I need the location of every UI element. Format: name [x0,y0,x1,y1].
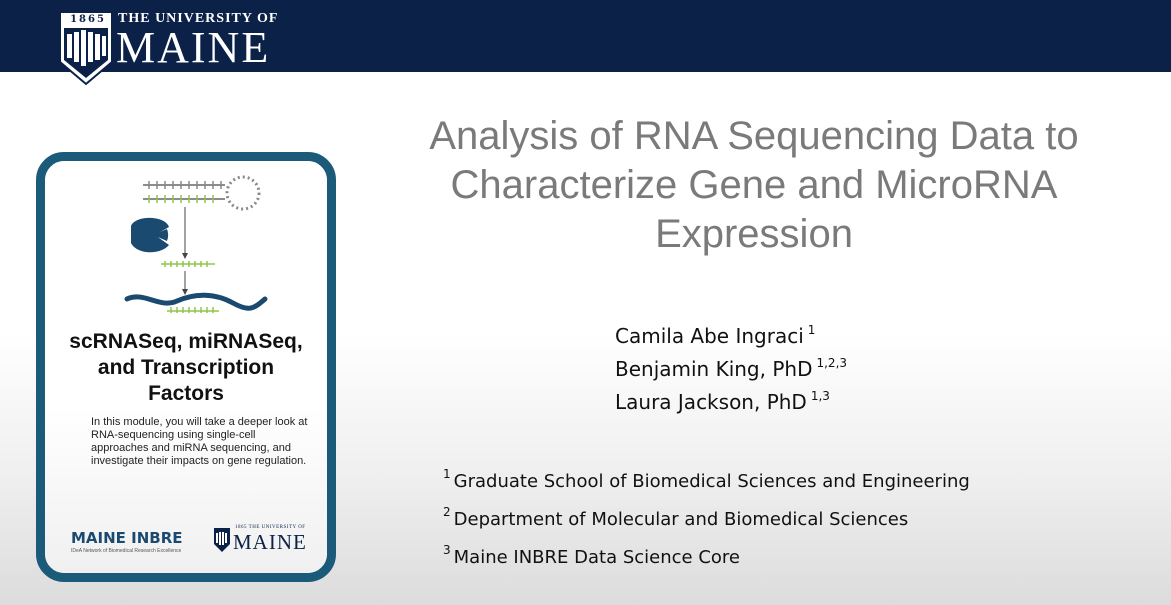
maine-inbre-logo: MAINE INBRE IDeA Network of Biomedical R… [71,529,189,559]
affiliation: 1 Graduate School of Biomedical Sciences … [443,463,970,501]
logo-maine-text: MAINE [116,23,271,72]
module-description-line: approaches and miRNA sequencing, and [91,442,291,454]
author-name: Benjamin King, PhD [615,357,813,381]
mini-logo-university: 1865 THE UNIVERSITY OF [235,525,306,530]
author-list: Camila Abe Ingraci 1 Benjamin King, PhD 1,… [615,320,847,419]
top-banner: 1865 THE UNIVERSITY OF MAINE [0,0,1171,86]
mini-logo-maine: MAINE [233,530,307,554]
title-line: Expression [655,212,853,256]
author-name: Laura Jackson, PhD [615,390,807,414]
card-background [45,161,327,573]
module-title-line: Factors [148,382,224,405]
author-affiliation: 1,2,3 [816,356,848,370]
author-affiliation: 1,3 [810,389,830,403]
affiliation-number: 3 [443,543,451,557]
mini-university-logo: 1865 THE UNIVERSITY OF MAINE [213,525,313,557]
title-line: Analysis of RNA Sequencing Data to [429,114,1079,158]
inbre-logo-text: MAINE INBRE [71,529,183,547]
title-line: Characterize Gene and MicroRNA [450,163,1058,207]
affiliation-text: Department of Molecular and Biomedical S… [453,509,909,530]
logo-year: 1865 [70,14,106,25]
author: Benjamin King, PhD 1,2,3 [615,353,847,386]
module-title-line: and Transcription [97,356,275,379]
mini-shield-icon [214,528,230,552]
module-card: scRNASeq, miRNASeq, and Transcription Fa… [36,152,336,582]
inbre-tagline: IDeA Network of Biomedical Research Exce… [71,548,182,554]
author: Camila Abe Ingraci 1 [615,320,847,353]
module-description-line: In this module, you will take a deeper l… [91,416,308,428]
module-title: scRNASeq, miRNASeq, and Transcription Fa… [45,329,327,407]
author: Laura Jackson, PhD 1,3 [615,386,847,419]
affiliation-list: 1 Graduate School of Biomedical Sciences … [443,463,970,577]
affiliation: 2 Department of Molecular and Biomedical … [443,501,970,539]
affiliation-text: Graduate School of Biomedical Sciences a… [453,471,970,492]
shield-icon [59,11,113,86]
presentation-title: Analysis of RNA Sequencing Data to Chara… [360,112,1148,259]
module-description-line: RNA-sequencing using single-cell [91,429,256,441]
module-title-line: scRNASeq, miRNASeq, [69,330,303,353]
affiliation-number: 2 [443,505,451,519]
affiliation: 3 Maine INBRE Data Science Core [443,539,970,577]
logo-university-text: THE UNIVERSITY OF [118,11,279,26]
affiliation-text: Maine INBRE Data Science Core [453,547,740,568]
university-logo: 1865 THE UNIVERSITY OF MAINE [58,10,288,86]
rna-diagram-icon [124,175,268,313]
module-description-line: investigate their impacts on gene regula… [91,455,307,467]
author-name: Camila Abe Ingraci [615,324,804,348]
module-description: In this module, you will take a deeper l… [91,416,321,468]
affiliation-number: 1 [443,467,451,481]
author-affiliation: 1 [807,323,816,337]
